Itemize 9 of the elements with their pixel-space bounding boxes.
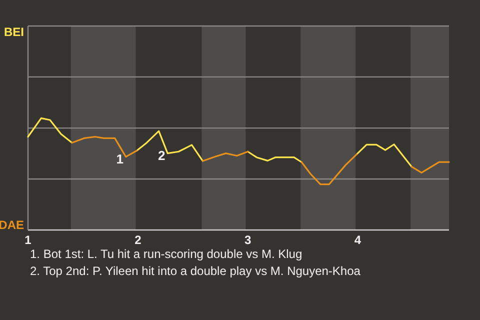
x-tick-label: 2 <box>134 233 142 247</box>
text: 2. Top 2nd: P. Yileen hit into a double play vs M. Nguyen-Khoa <box>30 264 361 278</box>
x-tick-label: 4 <box>354 233 362 247</box>
text: BEI <box>4 25 24 40</box>
text: 1. Bot 1st: L. Tu hit a run-scoring double vs M. Klug <box>30 247 302 261</box>
x-tick-label: 1 <box>24 233 32 247</box>
annotation: 2 <box>158 148 166 163</box>
annotation: 1 <box>116 151 124 166</box>
x-tick-label: 3 <box>244 233 252 247</box>
